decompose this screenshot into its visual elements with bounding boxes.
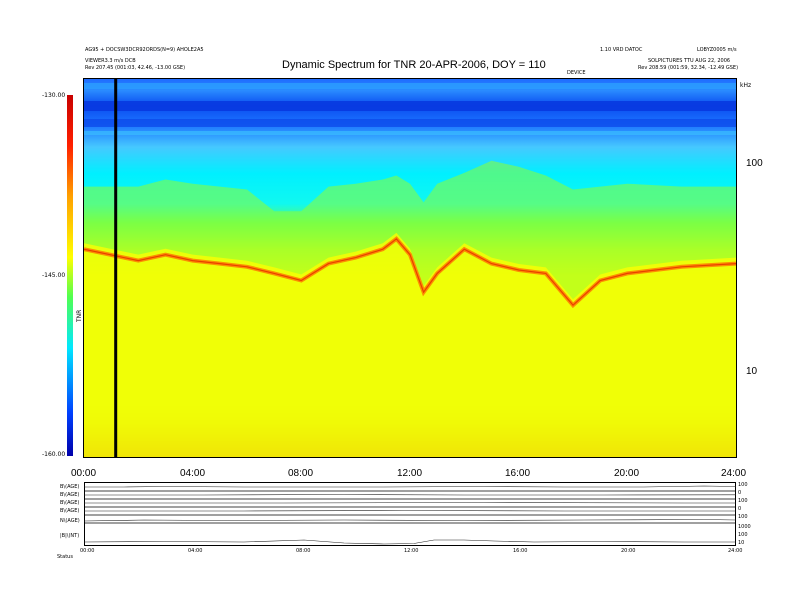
header-right-line2: LOBYZ0005 m/s <box>697 47 737 53</box>
panel-x-tick-4: 16:00 <box>513 548 528 554</box>
y-unit-label: kHz <box>740 82 752 89</box>
panel-label-4: B\(AGE) <box>60 508 80 514</box>
panel-x-tick-6: 24:00 <box>728 548 743 554</box>
trace-b2 <box>84 494 736 496</box>
x-tick-0: 00:00 <box>71 468 97 479</box>
x-tick-5: 20:00 <box>614 468 640 479</box>
trace-b3 <box>84 502 736 504</box>
x-tick-6: 24:00 <box>721 468 747 479</box>
plot-frame <box>83 78 737 458</box>
panel-right-7: 100 <box>738 532 748 538</box>
emission-peak-core <box>84 238 736 307</box>
stripe-dark-1 <box>84 101 736 111</box>
bottom-panel <box>84 482 736 546</box>
panel-x-tick-1: 04:00 <box>188 548 203 554</box>
trace-b1 <box>84 485 736 488</box>
panel-x-tick-2: 08:00 <box>296 548 311 554</box>
trace-b4 <box>84 510 736 512</box>
colorbar-label: TNR <box>76 309 83 322</box>
x-tick-3: 12:00 <box>397 468 423 479</box>
bottom-panel-frame <box>84 482 736 546</box>
x-tick-2: 08:00 <box>288 468 314 479</box>
panel-label-3: B\(AGE) <box>60 500 80 506</box>
panel-label-5: N\(AGE) <box>60 518 80 524</box>
stripe-dark-2 <box>84 119 736 127</box>
header-right-line4: Rev 208.59 (001:59, 32.34, -12.49 GSE) <box>638 65 739 71</box>
y-tick-100: 100 <box>746 158 763 169</box>
header-right-line1: 1.10 VRD DATOC <box>600 47 643 53</box>
trace-n <box>84 519 736 522</box>
chart-title: Dynamic Spectrum for TNR 20-APR-2006, DO… <box>282 59 546 71</box>
panel-label-2: B\(AGE) <box>60 492 80 498</box>
x-tick-4: 16:00 <box>505 468 531 479</box>
stripe-top <box>84 83 736 89</box>
footer-label: Status <box>57 554 73 560</box>
time-marker-line <box>114 79 118 457</box>
header-center-small: DEVICE <box>567 70 586 76</box>
panel-right-6: 1000 <box>738 524 751 530</box>
panel-x-tick-3: 12:00 <box>404 548 419 554</box>
panel-right-4: 0 <box>738 506 742 512</box>
header-left-line1: AG95 + DOCSW3DCR92ORDS(N=9) AHOLE2A5 <box>85 47 204 53</box>
band-yellow-region <box>84 232 736 457</box>
panel-right-8: 10 <box>738 540 745 546</box>
panel-right-5: 100 <box>738 514 748 520</box>
spectrogram-bands <box>84 160 736 457</box>
y-tick-10: 10 <box>746 366 758 377</box>
panel-right-2: 0 <box>738 490 742 496</box>
trace-bmag <box>84 539 736 545</box>
colorbar-tick-mid: -145.00 <box>42 272 66 279</box>
spectrogram <box>84 79 736 457</box>
panel-right-3: 100 <box>738 498 748 504</box>
stripe-light <box>84 131 736 135</box>
header-left-line2: VIEWER3.3 m/s DCB <box>85 58 136 64</box>
x-tick-1: 04:00 <box>180 468 206 479</box>
panel-label-6: |B|\(NT) <box>60 533 80 539</box>
panel-x-tick-0: 00:00 <box>80 548 95 554</box>
header-right-line3: SOLPICTURES TTU AUG 22, 2006 <box>648 58 731 64</box>
colorbar-tick-top: -130.00 <box>42 92 66 99</box>
panel-x-tick-5: 20:00 <box>621 548 636 554</box>
colorbar-tick-bottom: -160.00 <box>42 451 66 458</box>
header-left-line3: Rev 207.45 (001:03, 42.46, -13.00 GSE) <box>85 65 186 71</box>
panel-right-1: 100 <box>738 482 748 488</box>
panel-label-1: B\(AGE) <box>60 484 80 490</box>
colorbar <box>67 95 73 456</box>
